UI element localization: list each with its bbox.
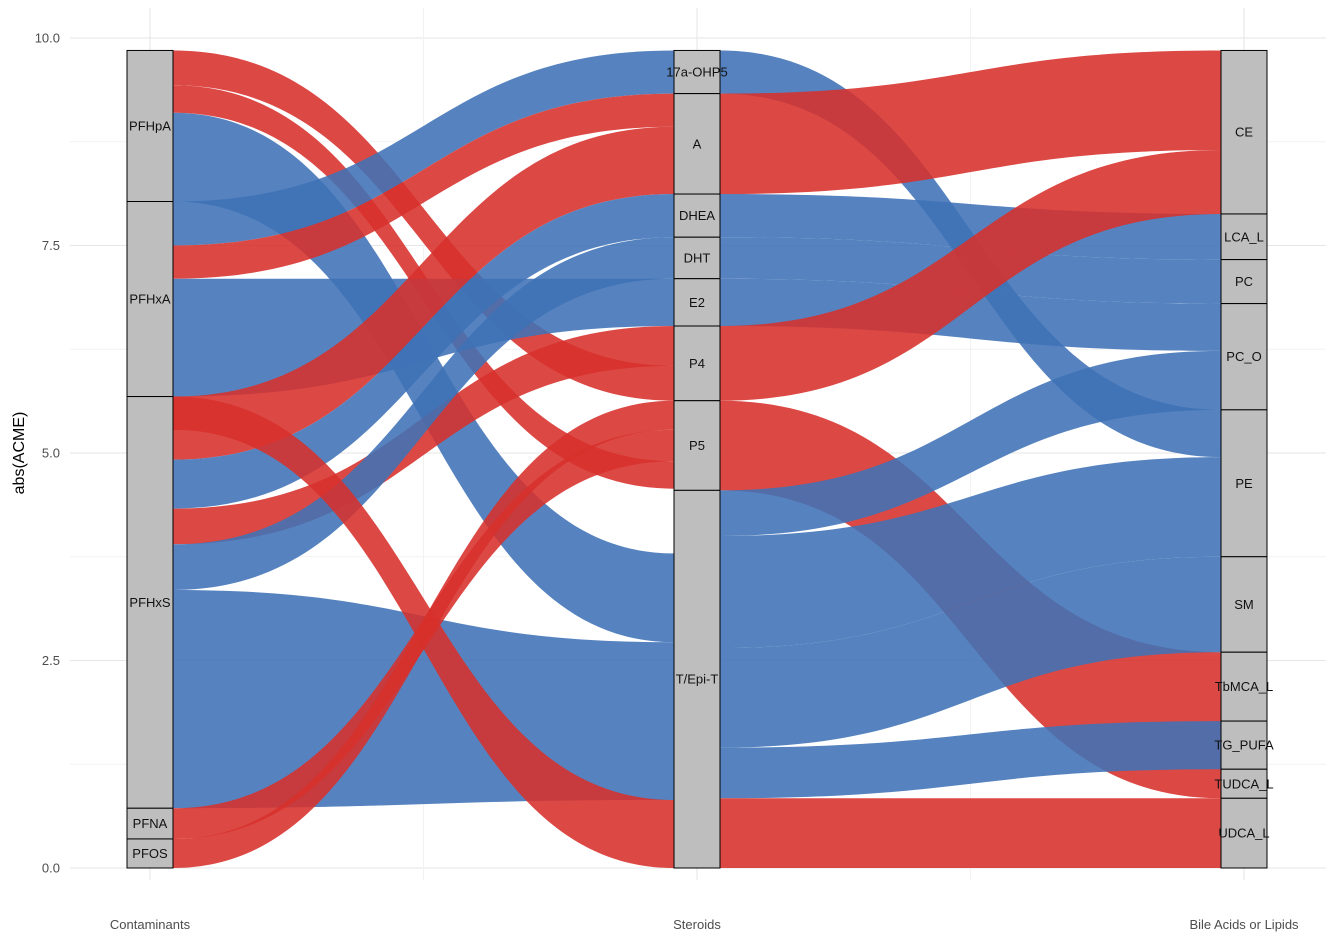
flow-pfhxa-to-a — [173, 93, 674, 279]
node-pfhpa — [126, 49, 174, 203]
node-dhea — [673, 193, 721, 238]
node-label: 17a-OHP5 — [666, 65, 727, 80]
flow-pfhpa-to-p4 — [173, 50, 674, 401]
node-label: DHT — [684, 250, 711, 265]
node-label: PFHxA — [129, 292, 171, 307]
node-udca-l — [1220, 797, 1268, 869]
node-pfhxs — [126, 396, 174, 809]
node-label: DHEA — [679, 208, 715, 223]
node-label: E2 — [689, 295, 705, 310]
stratum-nodes: PFHpA PFHxA PFHxS PFNA PFOS 17a-OHP5 A DHEA DHT E… — [126, 49, 1274, 869]
node-pe — [1220, 409, 1268, 558]
node-ce — [1220, 49, 1268, 215]
flow-t-epi-t-to-pe — [720, 457, 1221, 649]
flow-a-to-ce — [720, 50, 1221, 195]
flow-pfhxs-to-dht — [173, 237, 674, 590]
node-label: P4 — [689, 356, 705, 371]
node-pfna — [126, 807, 174, 840]
node-a — [673, 93, 721, 195]
node-tg-pufa — [1220, 720, 1268, 770]
flow-p4-to-ce — [720, 150, 1221, 401]
x-tick-label: Steroids — [673, 917, 721, 932]
node-label: TG_PUFA — [1214, 738, 1274, 753]
x-tick-label: Bile Acids or Lipids — [1189, 917, 1299, 932]
node-label: SM — [1234, 597, 1254, 612]
node-label: A — [693, 136, 702, 151]
x-tick-label: Contaminants — [110, 917, 191, 932]
flow-t-epi-t-to-tg-pufa — [720, 721, 1221, 799]
node-pfhxa — [126, 201, 174, 398]
y-axis-title: abs(ACME) — [11, 412, 28, 495]
node-17a-ohp5 — [673, 49, 721, 95]
node-pc-o — [1220, 303, 1268, 411]
node-label: PE — [1235, 476, 1253, 491]
y-axis: 0.0 2.5 5.0 7.5 10.0 — [35, 31, 60, 876]
node-p5 — [673, 400, 721, 491]
flow-ribbons — [173, 50, 1221, 868]
node-label: PC_O — [1226, 349, 1261, 364]
flow-pfhxs-to-t-epi-t — [173, 589, 674, 809]
flow-pfhxs-to-dhea — [173, 194, 674, 509]
y-tick-label: 7.5 — [42, 238, 60, 253]
node-pfos — [126, 838, 174, 869]
y-tick-label: 5.0 — [42, 446, 60, 461]
node-label: PFHpA — [129, 118, 171, 133]
node-tbmca-l — [1220, 651, 1268, 722]
node-dht — [673, 236, 721, 280]
y-tick-label: 10.0 — [35, 31, 60, 46]
x-axis: Contaminants Steroids Bile Acids or Lipids — [110, 917, 1299, 932]
flow-e2-to-pc-o — [720, 278, 1221, 351]
y-tick-label: 0.0 — [42, 861, 60, 876]
flow-t-epi-t-to-udca-l — [720, 798, 1221, 868]
node-label: P5 — [689, 438, 705, 453]
flow-t-epi-t-to-sm — [720, 556, 1221, 748]
node-label: PFNA — [133, 816, 168, 831]
node-label: TbMCA_L — [1215, 679, 1274, 694]
node-label: CE — [1235, 125, 1253, 140]
node-label: LCA_L — [1224, 229, 1264, 244]
flow-pfhxs-to-p4 — [173, 326, 674, 545]
flow-pfhxs-to-a — [173, 126, 674, 460]
node-label: UDCA_L — [1218, 826, 1269, 841]
flow-t-epi-t-to-pc-o — [720, 350, 1221, 536]
node-label: T/Epi-T — [676, 672, 719, 687]
y-tick-label: 2.5 — [42, 653, 60, 668]
node-label: TUDCA_L — [1214, 776, 1273, 791]
node-t-epi-t — [673, 489, 721, 869]
node-p4 — [673, 325, 721, 402]
flow-pfhxs-to-t-epi-t — [173, 396, 674, 868]
node-label: PFHxS — [129, 595, 171, 610]
node-label: PC — [1235, 274, 1253, 289]
node-label: PFOS — [132, 846, 168, 861]
flow-dhea-to-lca-l — [720, 194, 1221, 260]
flow-pfhxa-to-17a-ohp5 — [173, 50, 674, 246]
node-e2 — [673, 278, 721, 327]
